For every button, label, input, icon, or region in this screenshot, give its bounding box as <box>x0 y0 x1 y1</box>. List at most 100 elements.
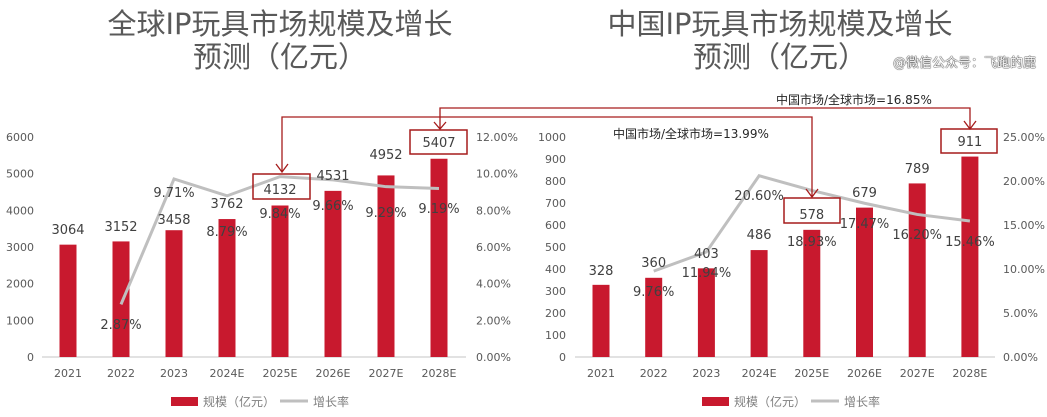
bar-value-label: 3762 <box>210 197 243 212</box>
bar-value-label: 4132 <box>263 183 296 198</box>
bar <box>324 190 342 357</box>
highlight-box <box>940 128 998 154</box>
bar-value-label: 679 <box>852 186 877 201</box>
growth-value-label: 17.47% <box>840 217 890 232</box>
growth-value-label: 9.84% <box>259 207 300 222</box>
arrow-left-2025-icon <box>275 163 289 174</box>
y-tick-label: 1000 <box>6 314 34 327</box>
x-tick-label: 2027E <box>900 367 935 380</box>
bar-value-label: 578 <box>799 208 824 223</box>
bar-value-label: 486 <box>747 228 772 243</box>
bar <box>750 250 768 357</box>
arrow-2028-icon <box>963 120 977 131</box>
y2-tick-label: 0.00% <box>476 351 511 364</box>
growth-value-label: 15.46% <box>945 235 995 250</box>
bar <box>592 284 610 357</box>
growth-value-label: 9.71% <box>153 186 194 201</box>
y-tick-label: 5000 <box>6 168 34 181</box>
bar-value-label: 4531 <box>316 169 349 184</box>
growth-value-label: 9.19% <box>418 202 459 217</box>
legend-line-label: 增长率 <box>313 394 349 409</box>
bar <box>59 244 77 357</box>
right-title-line2: 预测（亿元） <box>692 40 867 74</box>
legend-line-label: 增长率 <box>844 394 880 409</box>
y-tick-label: 1000 <box>538 131 566 144</box>
x-tick-label: 2023 <box>160 367 188 380</box>
y2-tick-label: 10.00% <box>1003 263 1045 276</box>
y-tick-label: 100 <box>545 329 566 342</box>
left-chart-title: 全球IP玩具市场规模及增长 预测（亿元） <box>60 8 500 74</box>
y2-tick-label: 2.00% <box>476 314 511 327</box>
legend-bar-swatch <box>702 397 729 406</box>
x-tick-label: 2027E <box>369 367 404 380</box>
x-tick-label: 2024E <box>742 367 777 380</box>
bar-value-label: 789 <box>905 162 930 177</box>
y-tick-label: 500 <box>545 241 566 254</box>
bar <box>218 219 236 357</box>
x-tick-label: 2023 <box>692 367 720 380</box>
bar-value-label: 328 <box>589 264 614 279</box>
bar <box>430 158 448 357</box>
y-tick-label: 2000 <box>6 278 34 291</box>
growth-value-label: 18.93% <box>787 235 837 250</box>
bar <box>856 207 873 357</box>
y-tick-label: 300 <box>545 285 566 298</box>
bar <box>908 183 926 357</box>
left-title-line2: 预测（亿元） <box>192 40 367 74</box>
legend-bar-label: 规模（亿元） <box>734 394 806 409</box>
connector-2028 <box>439 107 971 129</box>
growth-value-label: 16.20% <box>892 228 942 243</box>
bar <box>803 229 821 357</box>
ratio-2028-annotation: 中国市场/全球市场=16.85% <box>776 92 932 107</box>
y-tick-label: 400 <box>545 263 566 276</box>
bar-value-label: 3152 <box>104 220 137 235</box>
y-tick-label: 4000 <box>6 204 34 217</box>
highlight-box <box>252 173 311 200</box>
right-title-line1: 中国IP玩具市场规模及增长 <box>607 7 953 41</box>
y-tick-label: 0 <box>559 351 566 364</box>
x-tick-label: 2025E <box>263 367 298 380</box>
bar-value-label: 4952 <box>369 148 402 163</box>
bar-value-label: 3064 <box>51 223 84 238</box>
x-tick-label: 2021 <box>54 367 82 380</box>
y2-tick-label: 4.00% <box>476 278 511 291</box>
growth-value-label: 9.29% <box>365 206 406 221</box>
y-tick-label: 0 <box>27 351 34 364</box>
bar <box>377 175 395 357</box>
legend-bar-swatch <box>171 397 198 406</box>
bar <box>271 205 289 357</box>
bar <box>165 230 183 357</box>
growth-value-label: 11.94% <box>682 266 732 281</box>
bar-value-label: 360 <box>641 256 666 271</box>
growth-value-label: 9.76% <box>633 285 674 300</box>
growth-value-label: 9.66% <box>312 199 353 214</box>
y2-tick-label: 20.00% <box>1003 175 1045 188</box>
y-tick-label: 200 <box>545 307 566 320</box>
highlight-box <box>409 129 468 155</box>
growth-value-label: 2.87% <box>100 318 141 333</box>
arrow-2025-icon <box>805 188 819 199</box>
x-tick-label: 2022 <box>107 367 135 380</box>
bar <box>697 268 715 357</box>
x-tick-label: 2026E <box>316 367 351 380</box>
y-tick-label: 800 <box>545 175 566 188</box>
y-tick-label: 600 <box>545 219 566 232</box>
x-tick-label: 2026E <box>847 367 882 380</box>
bar <box>645 277 663 357</box>
bar-value-label: 911 <box>957 135 982 150</box>
growth-value-label: 20.60% <box>734 189 784 204</box>
x-tick-label: 2025E <box>794 367 829 380</box>
arrow-left-2028-icon <box>433 121 447 130</box>
y-tick-label: 900 <box>545 153 566 166</box>
right-chart-title: 中国IP玩具市场规模及增长 预测（亿元） <box>560 8 1000 74</box>
y2-tick-label: 12.00% <box>476 131 518 144</box>
y-tick-label: 6000 <box>6 131 34 144</box>
y2-tick-label: 25.00% <box>1003 131 1045 144</box>
y2-tick-label: 6.00% <box>476 241 511 254</box>
x-tick-label: 2021 <box>587 367 615 380</box>
x-tick-label: 2022 <box>640 367 668 380</box>
y-tick-label: 3000 <box>6 241 34 254</box>
y2-tick-label: 15.00% <box>1003 219 1045 232</box>
watermark: @微信公众号：飞跑的鹿 <box>893 56 1037 71</box>
